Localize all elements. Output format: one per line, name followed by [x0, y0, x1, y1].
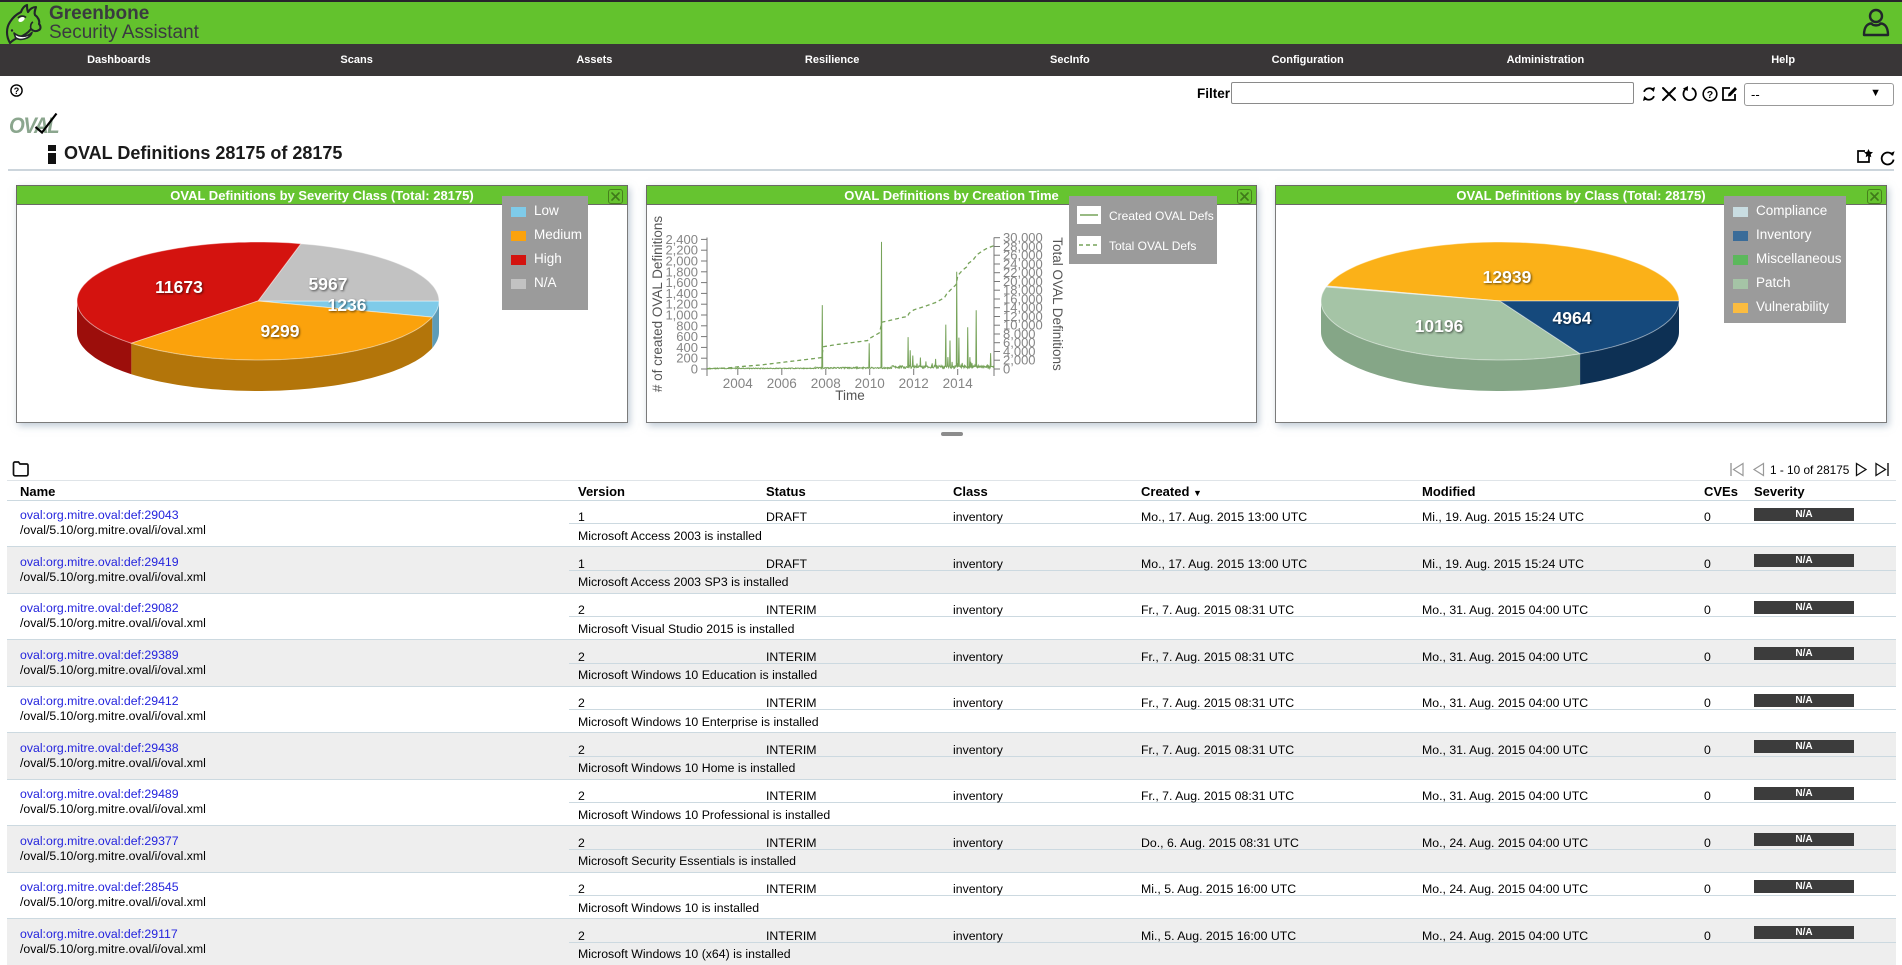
svg-text:2,000: 2,000 — [1003, 353, 1036, 368]
svg-text:2006: 2006 — [767, 376, 797, 391]
svg-text:30,000: 30,000 — [1003, 230, 1043, 245]
svg-text:# of created OVAL Definitions: # of created OVAL Definitions — [650, 216, 665, 393]
svg-text:2004: 2004 — [723, 376, 754, 391]
svg-text:9299: 9299 — [261, 321, 300, 341]
svg-text:1236: 1236 — [328, 295, 367, 315]
svg-text:2010: 2010 — [855, 376, 885, 391]
svg-text:10,000: 10,000 — [1003, 318, 1043, 333]
svg-text:6,000: 6,000 — [1003, 335, 1036, 350]
svg-text:10196: 10196 — [1415, 316, 1464, 336]
svg-text:12939: 12939 — [1483, 267, 1532, 287]
svg-text:24,000: 24,000 — [1003, 257, 1043, 272]
svg-text:Time: Time — [835, 388, 865, 403]
svg-text:8,000: 8,000 — [1003, 327, 1036, 342]
svg-text:0: 0 — [691, 362, 698, 377]
svg-text:18,000: 18,000 — [1003, 283, 1043, 298]
svg-text:0: 0 — [1003, 362, 1010, 377]
svg-text:26,000: 26,000 — [1003, 248, 1043, 263]
svg-text:28,000: 28,000 — [1003, 239, 1043, 254]
svg-text:12,000: 12,000 — [1003, 309, 1043, 324]
svg-text:400: 400 — [676, 340, 698, 355]
svg-text:?: ? — [14, 86, 20, 96]
svg-text:4,000: 4,000 — [1003, 344, 1036, 359]
svg-text:5967: 5967 — [309, 274, 348, 294]
svg-text:2,200: 2,200 — [665, 243, 698, 258]
svg-text:1,200: 1,200 — [665, 297, 698, 312]
svg-text:800: 800 — [676, 318, 698, 333]
svg-text:1,400: 1,400 — [665, 286, 698, 301]
svg-text:2,400: 2,400 — [665, 232, 698, 247]
svg-text:?: ? — [1707, 89, 1713, 101]
svg-text:11673: 11673 — [155, 277, 203, 297]
svg-text:16,000: 16,000 — [1003, 292, 1043, 307]
svg-text:1,800: 1,800 — [665, 264, 698, 279]
svg-text:4964: 4964 — [1553, 308, 1592, 328]
svg-text:14,000: 14,000 — [1003, 300, 1043, 315]
svg-text:2,000: 2,000 — [665, 254, 698, 269]
svg-text:600: 600 — [676, 329, 698, 344]
svg-text:20,000: 20,000 — [1003, 274, 1043, 289]
svg-text:2012: 2012 — [899, 376, 929, 391]
svg-text:1,000: 1,000 — [665, 308, 698, 323]
svg-text:2008: 2008 — [811, 376, 841, 391]
svg-text:200: 200 — [676, 351, 698, 366]
svg-text:22,000: 22,000 — [1003, 265, 1043, 280]
svg-text:2014: 2014 — [943, 376, 974, 391]
svg-text:Total OVAL Definitions: Total OVAL Definitions — [1050, 237, 1065, 371]
svg-text:1,600: 1,600 — [665, 275, 698, 290]
